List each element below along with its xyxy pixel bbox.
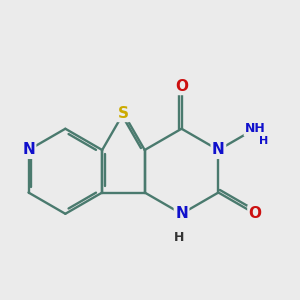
Text: H: H bbox=[259, 136, 268, 146]
Text: S: S bbox=[118, 106, 129, 121]
Text: N: N bbox=[212, 142, 225, 158]
Text: NH: NH bbox=[245, 122, 266, 135]
Text: O: O bbox=[175, 79, 188, 94]
Text: H: H bbox=[174, 231, 184, 244]
Text: N: N bbox=[22, 142, 35, 158]
Text: O: O bbox=[249, 206, 262, 221]
Text: N: N bbox=[175, 206, 188, 221]
